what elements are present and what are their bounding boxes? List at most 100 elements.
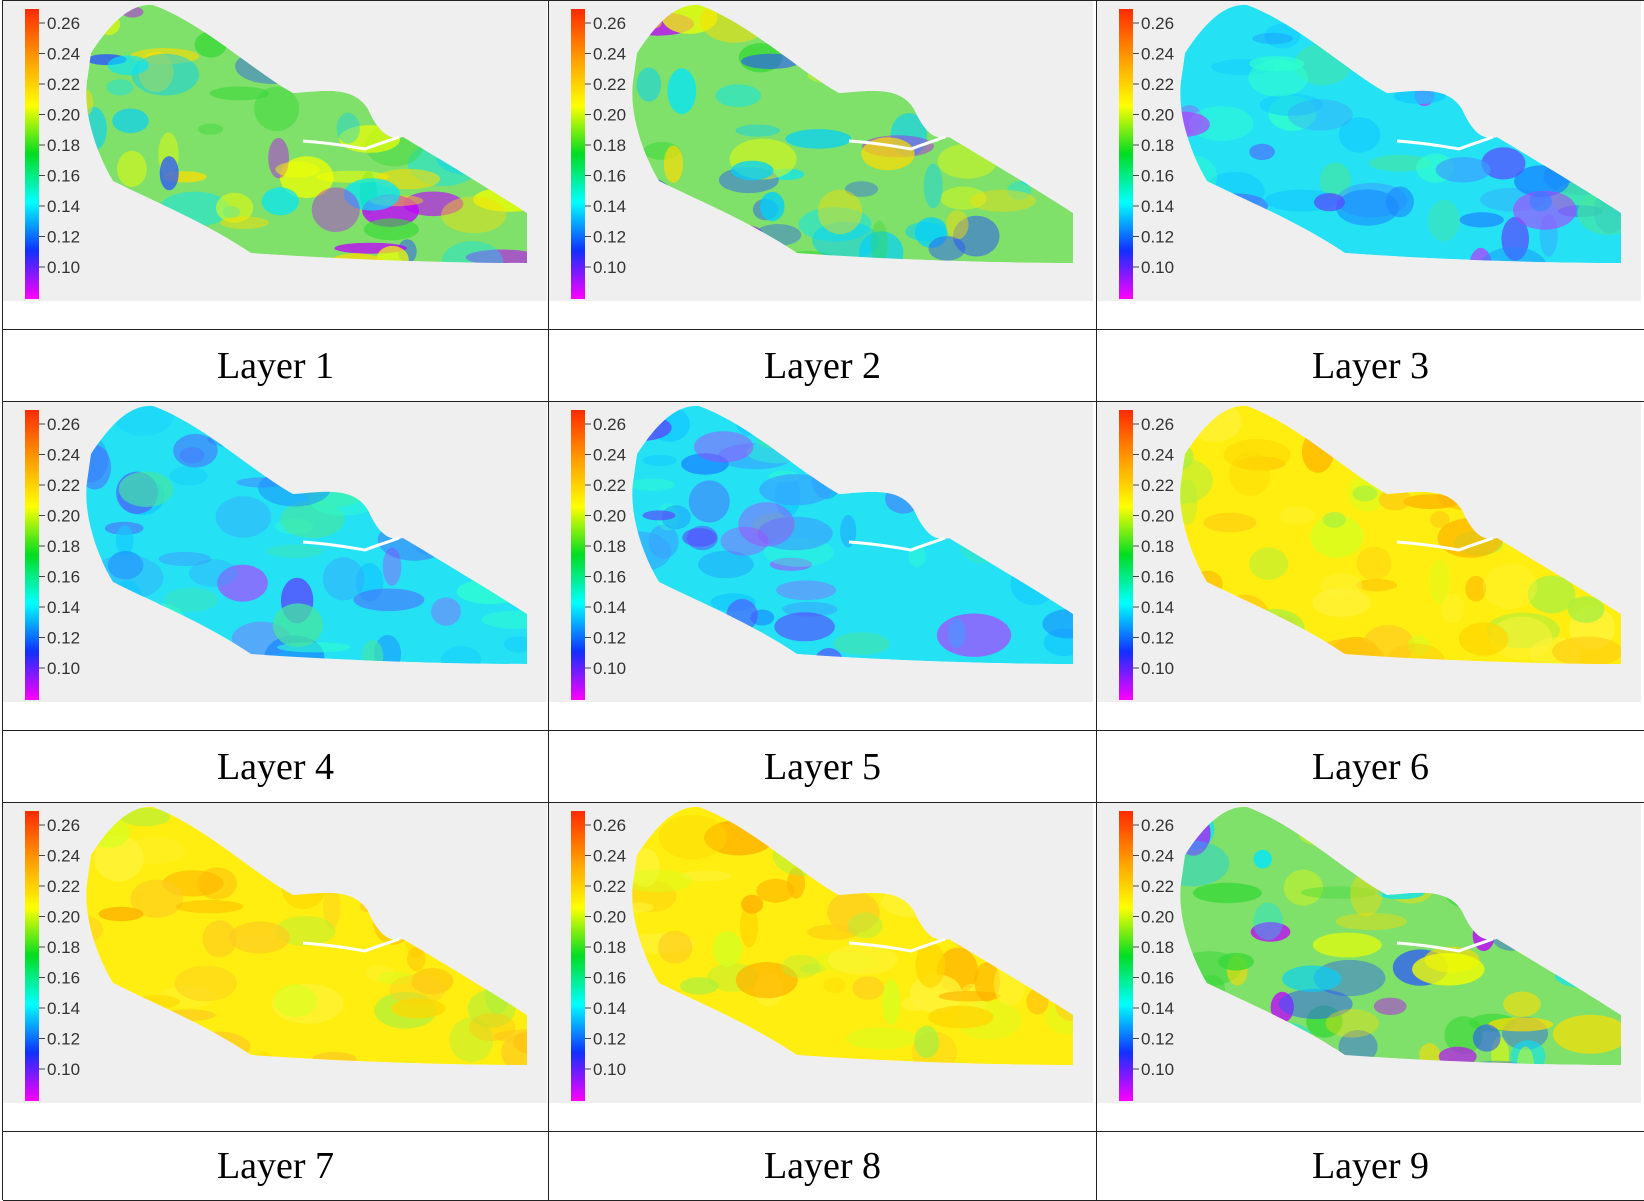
property-patch <box>1249 547 1289 580</box>
colorbar-tick-label: 0.26 <box>47 816 80 835</box>
property-patch <box>1189 106 1254 141</box>
map-panel-layer-3: 0.26 0.24 0.22 0.20 0.18 0.16 0.14 0.12 0.10 <box>1097 1 1644 330</box>
property-patch <box>268 137 289 179</box>
property-patch <box>1312 588 1371 618</box>
property-patch <box>769 168 805 180</box>
fault-line <box>1396 536 1494 552</box>
colorbar-tick-label: 0.16 <box>1141 969 1174 988</box>
colorbar-tick-label: 0.18 <box>593 537 626 556</box>
property-patch <box>1278 988 1353 1019</box>
porosity-map-svg: 0.26 0.24 0.22 0.20 0.18 0.16 0.14 0.12 0.10 <box>1097 1 1641 301</box>
property-patch <box>915 942 946 988</box>
property-patch <box>125 837 186 864</box>
colorbar <box>25 410 39 700</box>
property-patch <box>658 814 727 860</box>
map-panel-layer-9: 0.26 0.24 0.22 0.20 0.18 0.16 0.14 0.12 0.10 <box>1097 803 1644 1132</box>
colorbar-tick-label: 0.22 <box>593 75 626 94</box>
property-patch <box>275 161 320 178</box>
colorbar-tick-label: 0.12 <box>593 629 626 648</box>
property-patch <box>1248 59 1308 97</box>
porosity-map-svg: 0.26 0.24 0.22 0.20 0.18 0.16 0.14 0.12 0.10 <box>549 402 1093 702</box>
property-patch <box>1338 1030 1378 1064</box>
property-patch <box>663 145 683 183</box>
property-patch <box>1503 991 1541 1017</box>
property-patch <box>389 974 446 1006</box>
property-patch <box>1193 882 1262 904</box>
property-patch <box>407 947 426 971</box>
colorbar-tick-label: 0.22 <box>593 877 626 896</box>
property-patch <box>757 516 833 551</box>
caption-layer-9: Layer 9 <box>1311 1145 1430 1187</box>
colorbar-tick-label: 0.26 <box>47 14 80 33</box>
property-patch <box>1552 1014 1622 1054</box>
property-patch <box>353 588 425 612</box>
colorbar-tick-label: 0.18 <box>593 136 626 155</box>
property-patch <box>1314 193 1345 212</box>
property-patch <box>311 187 360 232</box>
property-patch <box>272 603 324 647</box>
property-patch <box>1312 932 1382 958</box>
property-patch <box>1527 575 1576 614</box>
colorbar-tick-label: 0.12 <box>47 228 80 247</box>
property-patch <box>1393 88 1446 104</box>
porosity-map-svg: 0.26 0.24 0.22 0.20 0.18 0.16 0.14 0.12 0.10 <box>1097 402 1641 702</box>
colorbar-tick-label: 0.24 <box>47 446 80 465</box>
caption-layer-1: Layer 1 <box>216 344 335 387</box>
property-patch <box>279 156 334 199</box>
colorbar-tick-label: 0.12 <box>1141 228 1174 247</box>
property-patch <box>1223 439 1291 471</box>
property-patch <box>130 48 200 65</box>
colorbar-tick-label: 0.24 <box>593 45 626 64</box>
property-patch <box>1385 186 1414 218</box>
colorbar-tick-label: 0.22 <box>1141 476 1174 495</box>
colorbar-tick-label: 0.10 <box>47 1060 80 1079</box>
colorbar-tick-label: 0.22 <box>47 476 80 495</box>
colorbar-tick-label: 0.16 <box>593 969 626 988</box>
colorbar-tick-label: 0.12 <box>1141 629 1174 648</box>
colorbar-tick-label: 0.26 <box>593 415 626 434</box>
colorbar-tick-label: 0.18 <box>1141 938 1174 957</box>
property-patch <box>1264 23 1301 49</box>
colorbar-tick-label: 0.26 <box>593 816 626 835</box>
property-patch <box>1287 99 1353 131</box>
property-patch <box>741 53 800 69</box>
property-patch <box>1481 147 1526 180</box>
property-patch <box>336 112 360 144</box>
property-patch <box>1270 991 1294 1023</box>
property-patch <box>661 505 691 530</box>
property-patch <box>254 86 300 131</box>
property-patch <box>469 1013 516 1042</box>
colorbar-tick-label: 0.10 <box>47 258 80 277</box>
fault-line <box>1396 135 1494 151</box>
property-patch <box>215 496 272 538</box>
property-patch <box>220 216 269 229</box>
property-patch <box>1468 247 1493 263</box>
property-patch <box>391 998 446 1019</box>
property-patch <box>1567 596 1605 623</box>
property-patch <box>229 921 290 954</box>
property-patch <box>202 920 237 958</box>
property-patch <box>266 544 324 558</box>
property-patch <box>1336 189 1399 226</box>
property-patch <box>1577 190 1622 235</box>
property-patch <box>1306 1005 1343 1038</box>
property-patch <box>1516 1046 1535 1065</box>
colorbar <box>571 410 585 700</box>
property-patch <box>355 563 384 602</box>
property-patch <box>781 954 821 979</box>
property-patch <box>1514 165 1570 197</box>
property-patch <box>465 249 528 263</box>
property-patch <box>870 220 888 263</box>
property-patch <box>1322 511 1346 528</box>
property-patch <box>1429 559 1450 604</box>
colorbar-tick-label: 0.10 <box>1141 258 1174 277</box>
colorbar-tick-label: 0.14 <box>1141 999 1174 1018</box>
property-patch <box>769 557 813 571</box>
colorbar-tick-label: 0.16 <box>1141 167 1174 186</box>
colorbar <box>571 811 585 1101</box>
property-patch <box>682 528 717 547</box>
property-patch <box>118 471 174 507</box>
colorbar-tick-label: 0.14 <box>47 197 80 216</box>
property-patch <box>852 976 885 1000</box>
caption-cell-layer-7: Layer 7 <box>3 1132 549 1201</box>
